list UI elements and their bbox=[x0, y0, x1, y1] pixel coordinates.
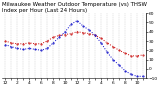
Text: Milwaukee Weather Outdoor Temperature (vs) THSW Index per Hour (Last 24 Hours): Milwaukee Weather Outdoor Temperature (v… bbox=[2, 2, 147, 13]
